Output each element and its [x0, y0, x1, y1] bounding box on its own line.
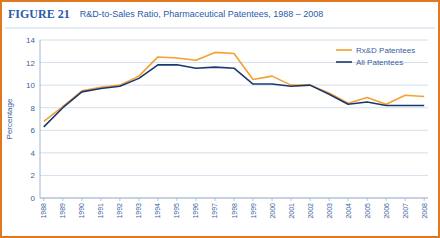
title: FIGURE 21	[8, 7, 70, 21]
x-tick-label: 2001	[288, 203, 295, 219]
series-line	[44, 65, 424, 127]
x-tick-label: 2003	[326, 203, 333, 219]
x-tick-label: 1990	[78, 203, 85, 219]
x-tick-label: 2000	[269, 203, 276, 219]
y-tick-label: 4	[31, 149, 36, 158]
x-tick	[291, 198, 292, 201]
x-tick-label: 1991	[97, 203, 104, 219]
grid-line	[40, 152, 428, 153]
x-tick	[195, 198, 196, 201]
x-tick-label: 1999	[250, 203, 257, 219]
grid-line	[40, 130, 428, 131]
grid-line	[40, 175, 428, 176]
grid-line	[40, 85, 428, 86]
x-tick-label: 1992	[116, 203, 123, 219]
grid-line	[40, 107, 428, 108]
x-axis: 1988 1989 1990 1991 1992 1993 1994 1995 1996 1997…	[40, 198, 427, 219]
x-tick-label: 2007	[402, 203, 409, 219]
x-tick	[272, 198, 273, 201]
x-tick-label: 1997	[211, 203, 218, 219]
x-tick	[176, 198, 177, 201]
y-tick-label: 6	[31, 126, 36, 135]
legend: Rx&D Patentees All Patentees	[336, 46, 415, 67]
y-tick-label: 12	[26, 59, 35, 68]
y-axis: 0 2 4 6 8 10 12 14	[26, 36, 428, 203]
x-tick	[234, 198, 235, 201]
series-line	[44, 52, 424, 121]
x-tick-label: 1996	[192, 203, 199, 219]
y-axis-label: Percentage	[5, 98, 14, 139]
x-tick	[119, 198, 120, 201]
frame	[1, 1, 439, 237]
grid-line	[40, 40, 428, 41]
x-tick	[157, 198, 158, 201]
y-tick-label: 10	[26, 81, 35, 90]
chart: FIGURE 21 R&D-to-Sales Ratio, Pharmaceuti…	[0, 0, 440, 238]
x-tick	[138, 198, 139, 201]
legend-swatch	[336, 61, 352, 63]
legend-label: Rx&D Patentees	[356, 46, 415, 55]
x-tick-label: 1994	[154, 203, 161, 219]
x-tick	[424, 198, 425, 201]
x-tick	[367, 198, 368, 201]
y-tick-label: 8	[31, 104, 36, 113]
separator	[5, 28, 435, 29]
x-tick-label: 2008	[421, 203, 428, 219]
y-tick-label: 2	[31, 171, 36, 180]
x-tick	[43, 198, 44, 201]
x-tick-label: 1989	[59, 203, 66, 219]
x-tick-label: 1993	[135, 203, 142, 219]
x-tick-label: 2004	[345, 203, 352, 219]
x-tick	[100, 198, 101, 201]
x-tick	[214, 198, 215, 201]
legend-swatch	[336, 49, 352, 51]
x-tick	[81, 198, 82, 201]
x-tick-label: 1998	[231, 203, 238, 219]
x-tick	[310, 198, 311, 201]
x-tick	[405, 198, 406, 201]
x-tick	[329, 198, 330, 201]
x-tick-label: 2005	[364, 203, 371, 219]
x-tick-label: 1995	[173, 203, 180, 219]
x-tick	[62, 198, 63, 201]
legend-label: All Patentees	[356, 58, 403, 67]
y-axis-line	[40, 40, 41, 198]
x-tick-label: 2002	[307, 203, 314, 219]
y-tick-label: 14	[26, 36, 35, 45]
x-tick-label: 1988	[40, 203, 47, 219]
x-tick	[253, 198, 254, 201]
x-tick	[348, 198, 349, 201]
subtitle: R&D-to-Sales Ratio, Pharmaceutical Paten…	[80, 9, 324, 19]
x-tick	[386, 198, 387, 201]
plot	[44, 52, 424, 126]
x-tick-label: 2006	[383, 203, 390, 219]
y-tick-label: 0	[31, 194, 36, 203]
